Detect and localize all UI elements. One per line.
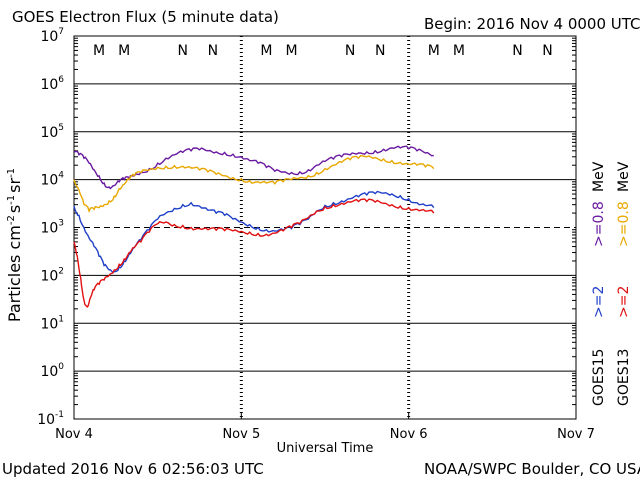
local-time-marker-m: M xyxy=(118,43,130,59)
legend-unit-goes15: MeV xyxy=(591,161,607,192)
legend-goes15-2mev: >=2 xyxy=(591,286,607,318)
legend-goes13: GOES13 xyxy=(616,349,632,406)
local-time-marker-m: M xyxy=(453,43,465,59)
x-axis-tick-labels: Nov 4 Nov 5 Nov 6 Nov 7 xyxy=(55,427,595,442)
y-tick-label: 100 xyxy=(40,362,64,380)
legend-goes15: GOES15 xyxy=(591,349,607,406)
begin-time: Begin: 2016 Nov 4 0000 UTC xyxy=(424,15,640,33)
local-time-marker-n: N xyxy=(345,43,355,59)
local-time-marker-n: N xyxy=(208,43,218,59)
right-legend: >=2 >=2 >=0.8 >=0.8 MeV MeV GOES15 GOES1… xyxy=(591,161,632,406)
local-time-marker-m: M xyxy=(260,43,272,59)
minor-ticks xyxy=(74,37,576,406)
local-time-marker-m: M xyxy=(428,43,440,59)
y-axis-tick-labels: 107 106 105 104 103 102 101 100 10-1 xyxy=(37,27,64,428)
flux-series xyxy=(73,145,435,308)
series-goes15-0.8mev xyxy=(73,145,434,190)
y-axis-label: Particles cm-2s-1sr-1 xyxy=(5,168,24,322)
series-goes13-0.8mev xyxy=(73,154,435,214)
x-tick-label: Nov 6 xyxy=(390,427,428,442)
updated-timestamp: Updated 2016 Nov 6 02:56:03 UTC xyxy=(2,460,264,478)
x-tick-label: Nov 5 xyxy=(222,427,260,442)
y-tick-label: 104 xyxy=(40,171,64,189)
chart-title: GOES Electron Flux (5 minute data) xyxy=(12,8,279,26)
x-tick-label: Nov 7 xyxy=(557,427,595,442)
y-tick-label: 102 xyxy=(40,266,64,284)
x-tick-label: Nov 4 xyxy=(55,427,93,442)
local-time-marker-m: M xyxy=(285,43,297,59)
day-separator-lines xyxy=(73,36,577,419)
series-goes15-2mev xyxy=(73,190,435,274)
y-tick-label: 101 xyxy=(40,314,64,332)
y-tick-label: 10-1 xyxy=(37,410,64,428)
x-axis-label: Universal Time xyxy=(277,441,374,456)
decade-gridlines xyxy=(74,37,576,406)
legend-goes15-08mev: >=0.8 xyxy=(591,201,607,247)
local-time-marker-n: N xyxy=(178,43,188,59)
credit: NOAA/SWPC Boulder, CO USA xyxy=(424,460,640,478)
series-goes13-2mev xyxy=(73,198,435,308)
legend-goes13-2mev: >=2 xyxy=(616,286,632,318)
y-tick-label: 107 xyxy=(40,27,64,45)
local-time-marker-n: N xyxy=(542,43,552,59)
local-time-marker-n: N xyxy=(375,43,385,59)
legend-unit-goes13: MeV xyxy=(616,161,632,192)
local-time-marker-m: M xyxy=(93,43,105,59)
legend-goes13-08mev: >=0.8 xyxy=(616,201,632,247)
y-tick-label: 105 xyxy=(40,123,64,141)
y-tick-label: 103 xyxy=(40,219,64,237)
y-tick-label: 106 xyxy=(40,75,64,93)
local-time-marker-n: N xyxy=(512,43,522,59)
